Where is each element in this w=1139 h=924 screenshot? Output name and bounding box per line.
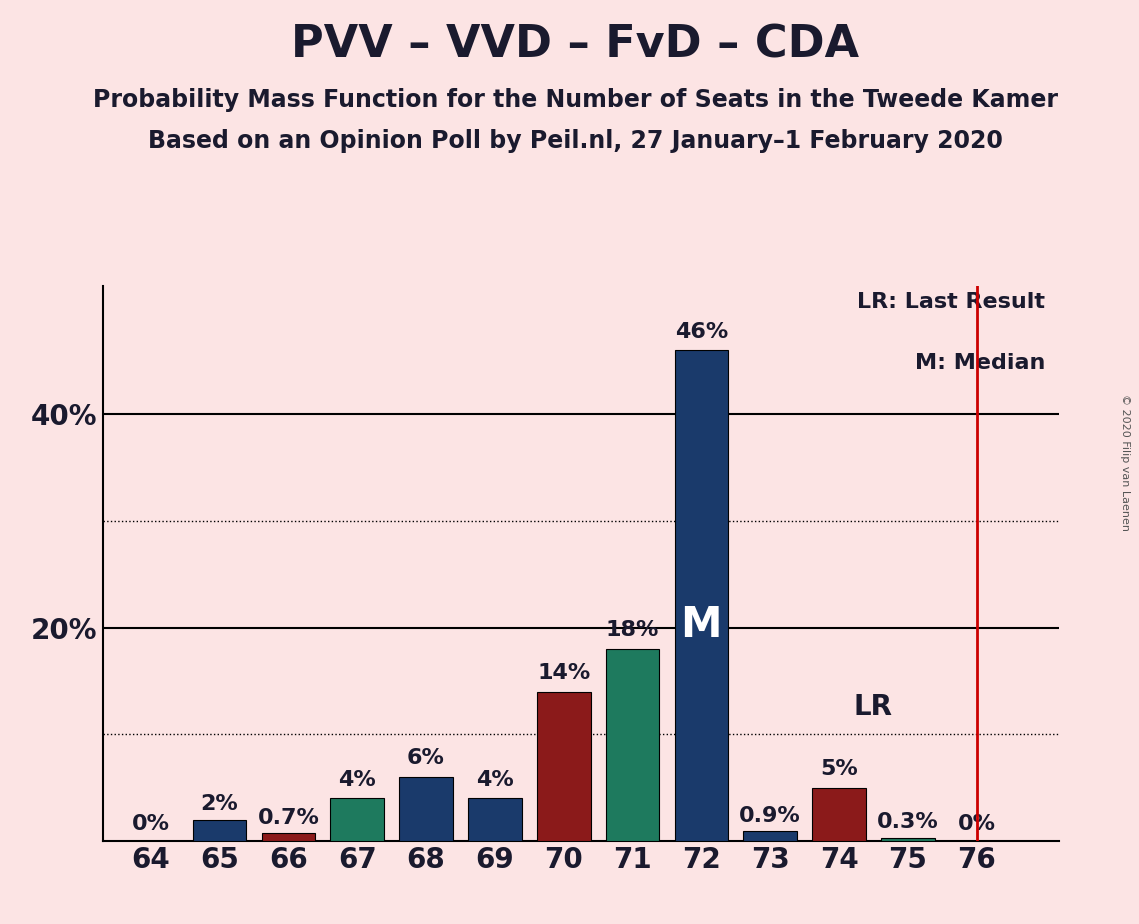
Bar [674, 350, 728, 841]
Text: 14%: 14% [538, 663, 590, 683]
Text: LR: LR [854, 693, 893, 722]
Text: 5%: 5% [820, 759, 858, 779]
Bar [812, 787, 866, 841]
Text: 4%: 4% [476, 770, 514, 790]
Bar [399, 777, 453, 841]
Text: 4%: 4% [338, 770, 376, 790]
Text: M: M [681, 604, 722, 646]
Text: 18%: 18% [606, 620, 659, 640]
Text: 46%: 46% [674, 322, 728, 342]
Text: 6%: 6% [407, 748, 445, 769]
Bar [536, 691, 590, 841]
Bar [192, 820, 246, 841]
Text: PVV – VVD – FvD – CDA: PVV – VVD – FvD – CDA [292, 23, 859, 67]
Bar [880, 838, 935, 841]
Text: 0%: 0% [132, 814, 170, 834]
Bar [606, 649, 659, 841]
Text: 2%: 2% [200, 795, 238, 814]
Text: Based on an Opinion Poll by Peil.nl, 27 January–1 February 2020: Based on an Opinion Poll by Peil.nl, 27 … [148, 129, 1002, 153]
Bar [468, 798, 522, 841]
Text: 0.7%: 0.7% [257, 808, 319, 828]
Text: 0%: 0% [958, 814, 995, 834]
Text: M: Median: M: Median [915, 353, 1044, 373]
Text: 0.9%: 0.9% [739, 806, 801, 826]
Text: © 2020 Filip van Laenen: © 2020 Filip van Laenen [1120, 394, 1130, 530]
Bar [262, 833, 316, 841]
Bar [330, 798, 384, 841]
Text: Probability Mass Function for the Number of Seats in the Tweede Kamer: Probability Mass Function for the Number… [92, 88, 1058, 112]
Text: 0.3%: 0.3% [877, 812, 939, 833]
Text: LR: Last Result: LR: Last Result [857, 292, 1044, 312]
Bar [744, 832, 797, 841]
